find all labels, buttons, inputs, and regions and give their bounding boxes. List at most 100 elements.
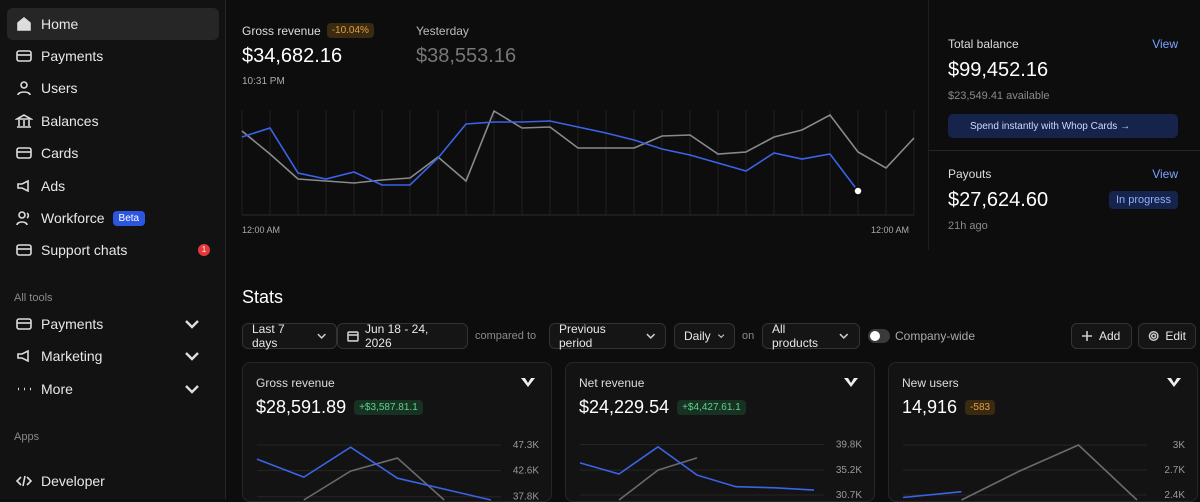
series-line: [618, 457, 698, 501]
change-badge: +$4,427.61.1: [677, 400, 746, 415]
yesterday-label: Yesterday: [416, 24, 469, 38]
label: Previous period: [559, 322, 606, 350]
toggle[interactable]: [868, 329, 890, 343]
card-value: 14,916: [902, 397, 958, 417]
nav-tool[interactable]: Marketing: [7, 340, 219, 372]
change-badge: +$3,587.81.1: [354, 400, 423, 415]
revenue-time: 10:31 PM: [242, 76, 285, 87]
label: All products: [772, 322, 819, 350]
card-value-row: 14,916 -583: [902, 397, 996, 418]
on-text: on: [742, 330, 755, 342]
nav-label: Marketing: [41, 348, 103, 364]
sidebar: Home Payments Users Balances Cards Ads W…: [0, 0, 226, 499]
nav-users[interactable]: Users: [7, 72, 219, 104]
nav-home[interactable]: Home: [7, 8, 219, 40]
interval-select[interactable]: Daily: [674, 323, 735, 349]
label: Jun 18 - 24, 2026: [364, 322, 429, 350]
range-select[interactable]: Last 7 days: [242, 322, 337, 350]
chevron: [839, 333, 849, 340]
nav-label: Payments: [41, 48, 104, 64]
icon: [16, 211, 30, 226]
whop-logo: [1167, 378, 1181, 387]
icon: [18, 387, 31, 391]
section-heading: All tools: [14, 292, 53, 304]
nav-tool[interactable]: Payments: [7, 308, 219, 340]
card-value-row: $28,591.89 +$3,587.81.1: [256, 397, 423, 418]
revenue-value: $34,682.16: [242, 45, 343, 67]
toggle-knob: [870, 331, 880, 341]
balance-value: $99,452.16: [948, 59, 1049, 81]
card-chart: 39.8K 35.2K 30.7K: [579, 378, 862, 501]
y-tick-label: 30.7K: [836, 490, 862, 501]
stat-card: New users 14,916 -583 3K 2.7K 2.4K: [888, 362, 1198, 502]
revenue-chart: [241, 109, 915, 216]
icon: [17, 179, 29, 193]
series-line: [241, 109, 915, 184]
y-tick-label: 37.8K: [513, 492, 539, 502]
beta-badge: Beta: [112, 210, 146, 226]
nav-payments[interactable]: Payments: [7, 40, 219, 72]
payouts-label: Payouts: [948, 167, 992, 181]
revenue-label: Gross revenue: [242, 23, 321, 38]
stats-title: Stats: [242, 287, 284, 307]
nav-label: Ads: [41, 178, 66, 194]
nav-label: Home: [41, 16, 79, 32]
nav-support[interactable]: Support chats 1: [7, 234, 219, 266]
gear-icon: [1148, 331, 1159, 341]
comparison-select[interactable]: Previous period: [549, 322, 666, 350]
nav-balances[interactable]: Balances: [7, 105, 219, 137]
right-panel: Total balance View $99,452.16 $23,549.41…: [928, 0, 1200, 250]
nav-ads[interactable]: Ads: [7, 170, 219, 202]
payouts-time: 21h ago: [948, 220, 988, 232]
series-line: [256, 446, 492, 501]
icon: [15, 475, 33, 487]
y-tick-label: 42.6K: [513, 466, 539, 477]
icon: [17, 81, 31, 96]
icon: [16, 50, 32, 62]
label: Last 7 days: [252, 322, 285, 350]
card-title: Net revenue: [579, 376, 645, 390]
whop-cards-button[interactable]: Spend instantly with Whop Cards →: [948, 114, 1178, 138]
nav-label: Developer: [41, 473, 105, 489]
y-tick-label: 35.2K: [836, 465, 862, 476]
icon: [16, 318, 32, 330]
date-select[interactable]: Jun 18 - 24, 2026: [337, 322, 468, 350]
status-badge: In progress: [1108, 191, 1178, 209]
x-label: 12:00 AM: [871, 225, 910, 235]
balance-available: $23,549.41 available: [948, 90, 1050, 102]
nav-label: Support chats: [41, 242, 128, 258]
calendar-icon: [347, 331, 359, 342]
icon: [15, 114, 33, 128]
nav-tool[interactable]: More: [7, 373, 219, 405]
nav-app[interactable]: Developer: [7, 465, 219, 497]
products-select[interactable]: All products: [762, 322, 860, 350]
chevron: [717, 334, 725, 339]
card-value: $28,591.89: [256, 397, 347, 417]
card-title: New users: [902, 376, 959, 390]
x-label: 12:00 AM: [242, 225, 281, 235]
section-heading: Apps: [14, 431, 40, 443]
balance-label: Total balance: [948, 37, 1019, 51]
edit-button[interactable]: Edit: [1138, 323, 1196, 349]
change-badge: -583: [965, 400, 996, 415]
nav-workforce[interactable]: Workforce Beta: [7, 202, 219, 234]
add-button[interactable]: Add: [1071, 323, 1132, 349]
card-title: Gross revenue: [256, 376, 335, 390]
chevron: [185, 385, 199, 394]
whop-logo: [844, 378, 858, 387]
end-dot: [853, 186, 863, 196]
nav-label: More: [41, 381, 73, 397]
whop-logo: [521, 378, 535, 387]
nav-label: Payments: [41, 316, 104, 332]
button-label: Spend instantly with Whop Cards →: [970, 120, 1131, 132]
nav-cards[interactable]: Cards: [7, 137, 219, 169]
stat-card: Gross revenue $28,591.89 +$3,587.81.1 47.3K…: [242, 362, 552, 502]
balance-link[interactable]: View: [1152, 37, 1178, 51]
nav-label: Users: [41, 80, 78, 96]
card-value: $24,229.54: [579, 397, 670, 417]
payouts-link[interactable]: View: [1152, 167, 1178, 181]
company-wide-label: Company-wide: [895, 329, 976, 343]
icon: [17, 349, 29, 363]
series-line: [241, 120, 859, 192]
